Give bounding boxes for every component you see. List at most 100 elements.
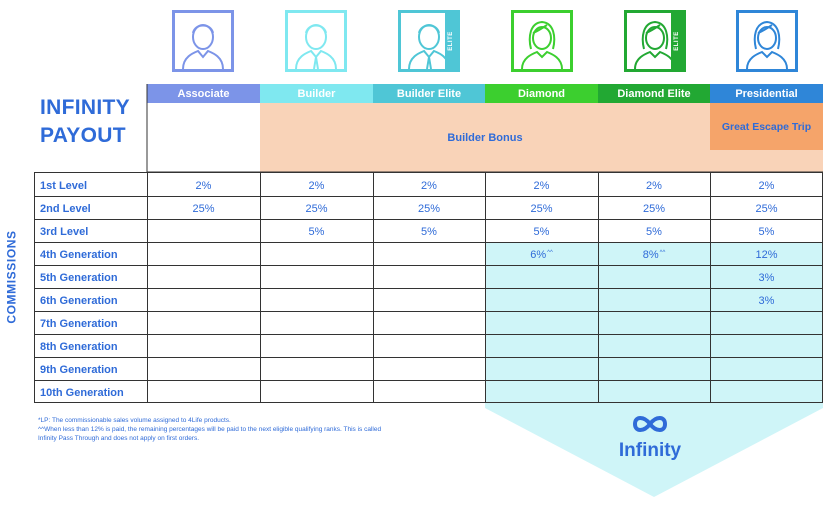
avatar-builder-elite: ELITE <box>398 10 460 72</box>
rank-header-builder-elite: Builder Elite <box>373 84 485 103</box>
table-cell <box>147 220 260 243</box>
row-label: 10th Generation <box>40 386 124 399</box>
table-cell <box>147 381 260 404</box>
table-cell: 5% <box>758 225 775 238</box>
table-cell <box>260 312 373 335</box>
table-cell <box>710 381 823 404</box>
table-cell: 3% <box>758 294 775 307</box>
avatar-associate <box>172 10 234 72</box>
table-cell <box>598 335 710 358</box>
row-label: 7th Generation <box>40 317 118 330</box>
elite-tag: ELITE <box>671 13 683 69</box>
table-cell: 25% <box>642 202 666 215</box>
table-cell <box>147 266 260 289</box>
table-cell: 2% <box>308 179 325 192</box>
avatar-presidential <box>736 10 798 72</box>
table-cell <box>147 358 260 381</box>
rank-header-associate: Associate <box>147 84 260 103</box>
table-cell: 25% <box>530 202 553 215</box>
table-cell: 5% <box>533 225 550 238</box>
avatar-diamond-elite: ELITE <box>624 10 686 72</box>
pass-through-mark: ^^ <box>659 249 666 256</box>
row-label: 8th Generation <box>40 340 118 353</box>
elite-tag: ELITE <box>445 13 457 69</box>
table-cell <box>598 312 710 335</box>
table-cell <box>598 266 710 289</box>
table-cell: 25% <box>417 202 441 215</box>
rank-header-builder: Builder <box>260 84 373 103</box>
footnote-1: *LP: The commissionable sales volume ass… <box>38 417 231 424</box>
row-label: 6th Generation <box>40 294 118 307</box>
row-label: 9th Generation <box>40 363 118 376</box>
title-line-2: PAYOUT <box>40 124 126 147</box>
table-cell: 12% <box>755 248 778 261</box>
table-cell: 2% <box>758 179 775 192</box>
great-escape-trip-badge: Great Escape Trip <box>710 103 823 150</box>
row-label: 3rd Level <box>40 225 89 238</box>
commissions-side-label: COMMISSIONS <box>5 230 19 324</box>
table-cell <box>147 289 260 312</box>
title-line-1: INFINITY <box>40 96 130 119</box>
table-cell: 25% <box>192 202 215 215</box>
table-cell: 5% <box>421 225 437 238</box>
builder-bonus-label: Builder Bonus <box>447 131 523 144</box>
table-cell <box>373 335 485 358</box>
rank-header-diamond: Diamond <box>485 84 598 103</box>
table-cell <box>373 358 485 381</box>
table-cell <box>373 381 485 404</box>
table-cell <box>373 243 485 266</box>
table-cell <box>598 358 710 381</box>
table-cell <box>598 381 710 404</box>
row-label: 5th Generation <box>40 271 118 284</box>
table-cell: 8% ^^ <box>642 248 666 261</box>
table-cell <box>147 312 260 335</box>
rank-header-presidential: Presidential <box>710 84 823 103</box>
table-cell <box>485 358 598 381</box>
avatar-builder <box>285 10 347 72</box>
table-cell <box>485 381 598 404</box>
footnote-3: Infinity Pass Through and does not apply… <box>38 435 200 442</box>
table-cell: 5% <box>308 225 325 238</box>
table-cell: 2% <box>646 179 662 192</box>
row-label: 4th Generation <box>40 248 118 261</box>
page-title: INFINITY PAYOUT <box>40 94 150 150</box>
table-cell <box>260 289 373 312</box>
table-cell <box>710 312 823 335</box>
table-cell: 2% <box>533 179 550 192</box>
table-cell <box>485 312 598 335</box>
table-cell <box>710 358 823 381</box>
female-person-icon <box>746 20 788 69</box>
table-cell <box>260 358 373 381</box>
table-cell <box>710 335 823 358</box>
male-person-icon <box>182 24 224 69</box>
table-cell <box>485 289 598 312</box>
infinity-label: Infinity <box>618 440 682 461</box>
avatar-diamond <box>511 10 573 72</box>
table-cell <box>373 289 485 312</box>
table-cell: 6% ^^ <box>530 248 553 261</box>
table-cell <box>598 289 710 312</box>
infinity-zone-shading <box>485 243 823 403</box>
table-cell <box>260 335 373 358</box>
table-cell <box>147 335 260 358</box>
pass-through-mark: ^^ <box>547 249 553 256</box>
table-cell: 2% <box>195 179 212 192</box>
footnote-2: ^^When less than 12% is paid, the remain… <box>38 426 382 433</box>
table-cell <box>485 335 598 358</box>
rank-header-diamond-elite: Diamond Elite <box>598 84 710 103</box>
table-cell: 25% <box>305 202 328 215</box>
table-cell <box>260 381 373 404</box>
table-cell: 5% <box>646 225 662 238</box>
male-person-icon <box>295 24 337 69</box>
infinity-icon <box>632 416 668 432</box>
table-cell <box>373 266 485 289</box>
female-person-icon <box>521 20 563 69</box>
row-label: 2nd Level <box>40 202 91 215</box>
table-cell: 25% <box>755 202 778 215</box>
table-cell <box>260 243 373 266</box>
table-cell: 3% <box>758 271 775 284</box>
table-cell <box>485 266 598 289</box>
row-label: 1st Level <box>40 179 88 192</box>
